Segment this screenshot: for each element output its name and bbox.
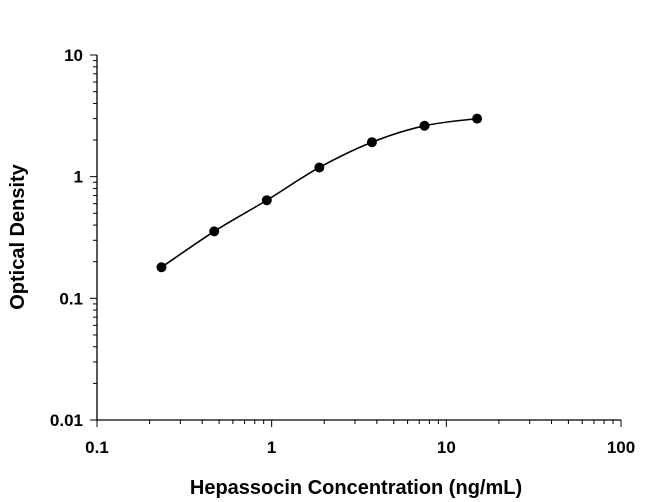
x-tick-label: 10 xyxy=(437,438,456,457)
data-point xyxy=(366,137,377,148)
y-tick-label: 10 xyxy=(64,46,83,65)
data-point xyxy=(261,195,272,206)
data-point xyxy=(209,226,220,237)
fit-curve xyxy=(161,117,478,268)
y-tick-label: 0.01 xyxy=(50,411,83,430)
x-tick-label: 1 xyxy=(267,438,276,457)
data-point xyxy=(314,162,325,173)
x-tick-label: 0.1 xyxy=(85,438,109,457)
y-tick-label: 1 xyxy=(74,168,83,187)
y-tick-label: 0.1 xyxy=(59,289,83,308)
data-points xyxy=(156,113,483,273)
axes xyxy=(96,55,621,421)
x-axis-title: Hepassocin Concentration (ng/mL) xyxy=(190,477,522,499)
data-point xyxy=(156,262,167,273)
ticks xyxy=(90,54,622,427)
x-tick-label: 100 xyxy=(607,438,635,457)
data-point xyxy=(419,120,430,131)
data-point xyxy=(472,113,483,124)
y-axis-title: Optical Density xyxy=(7,163,29,309)
